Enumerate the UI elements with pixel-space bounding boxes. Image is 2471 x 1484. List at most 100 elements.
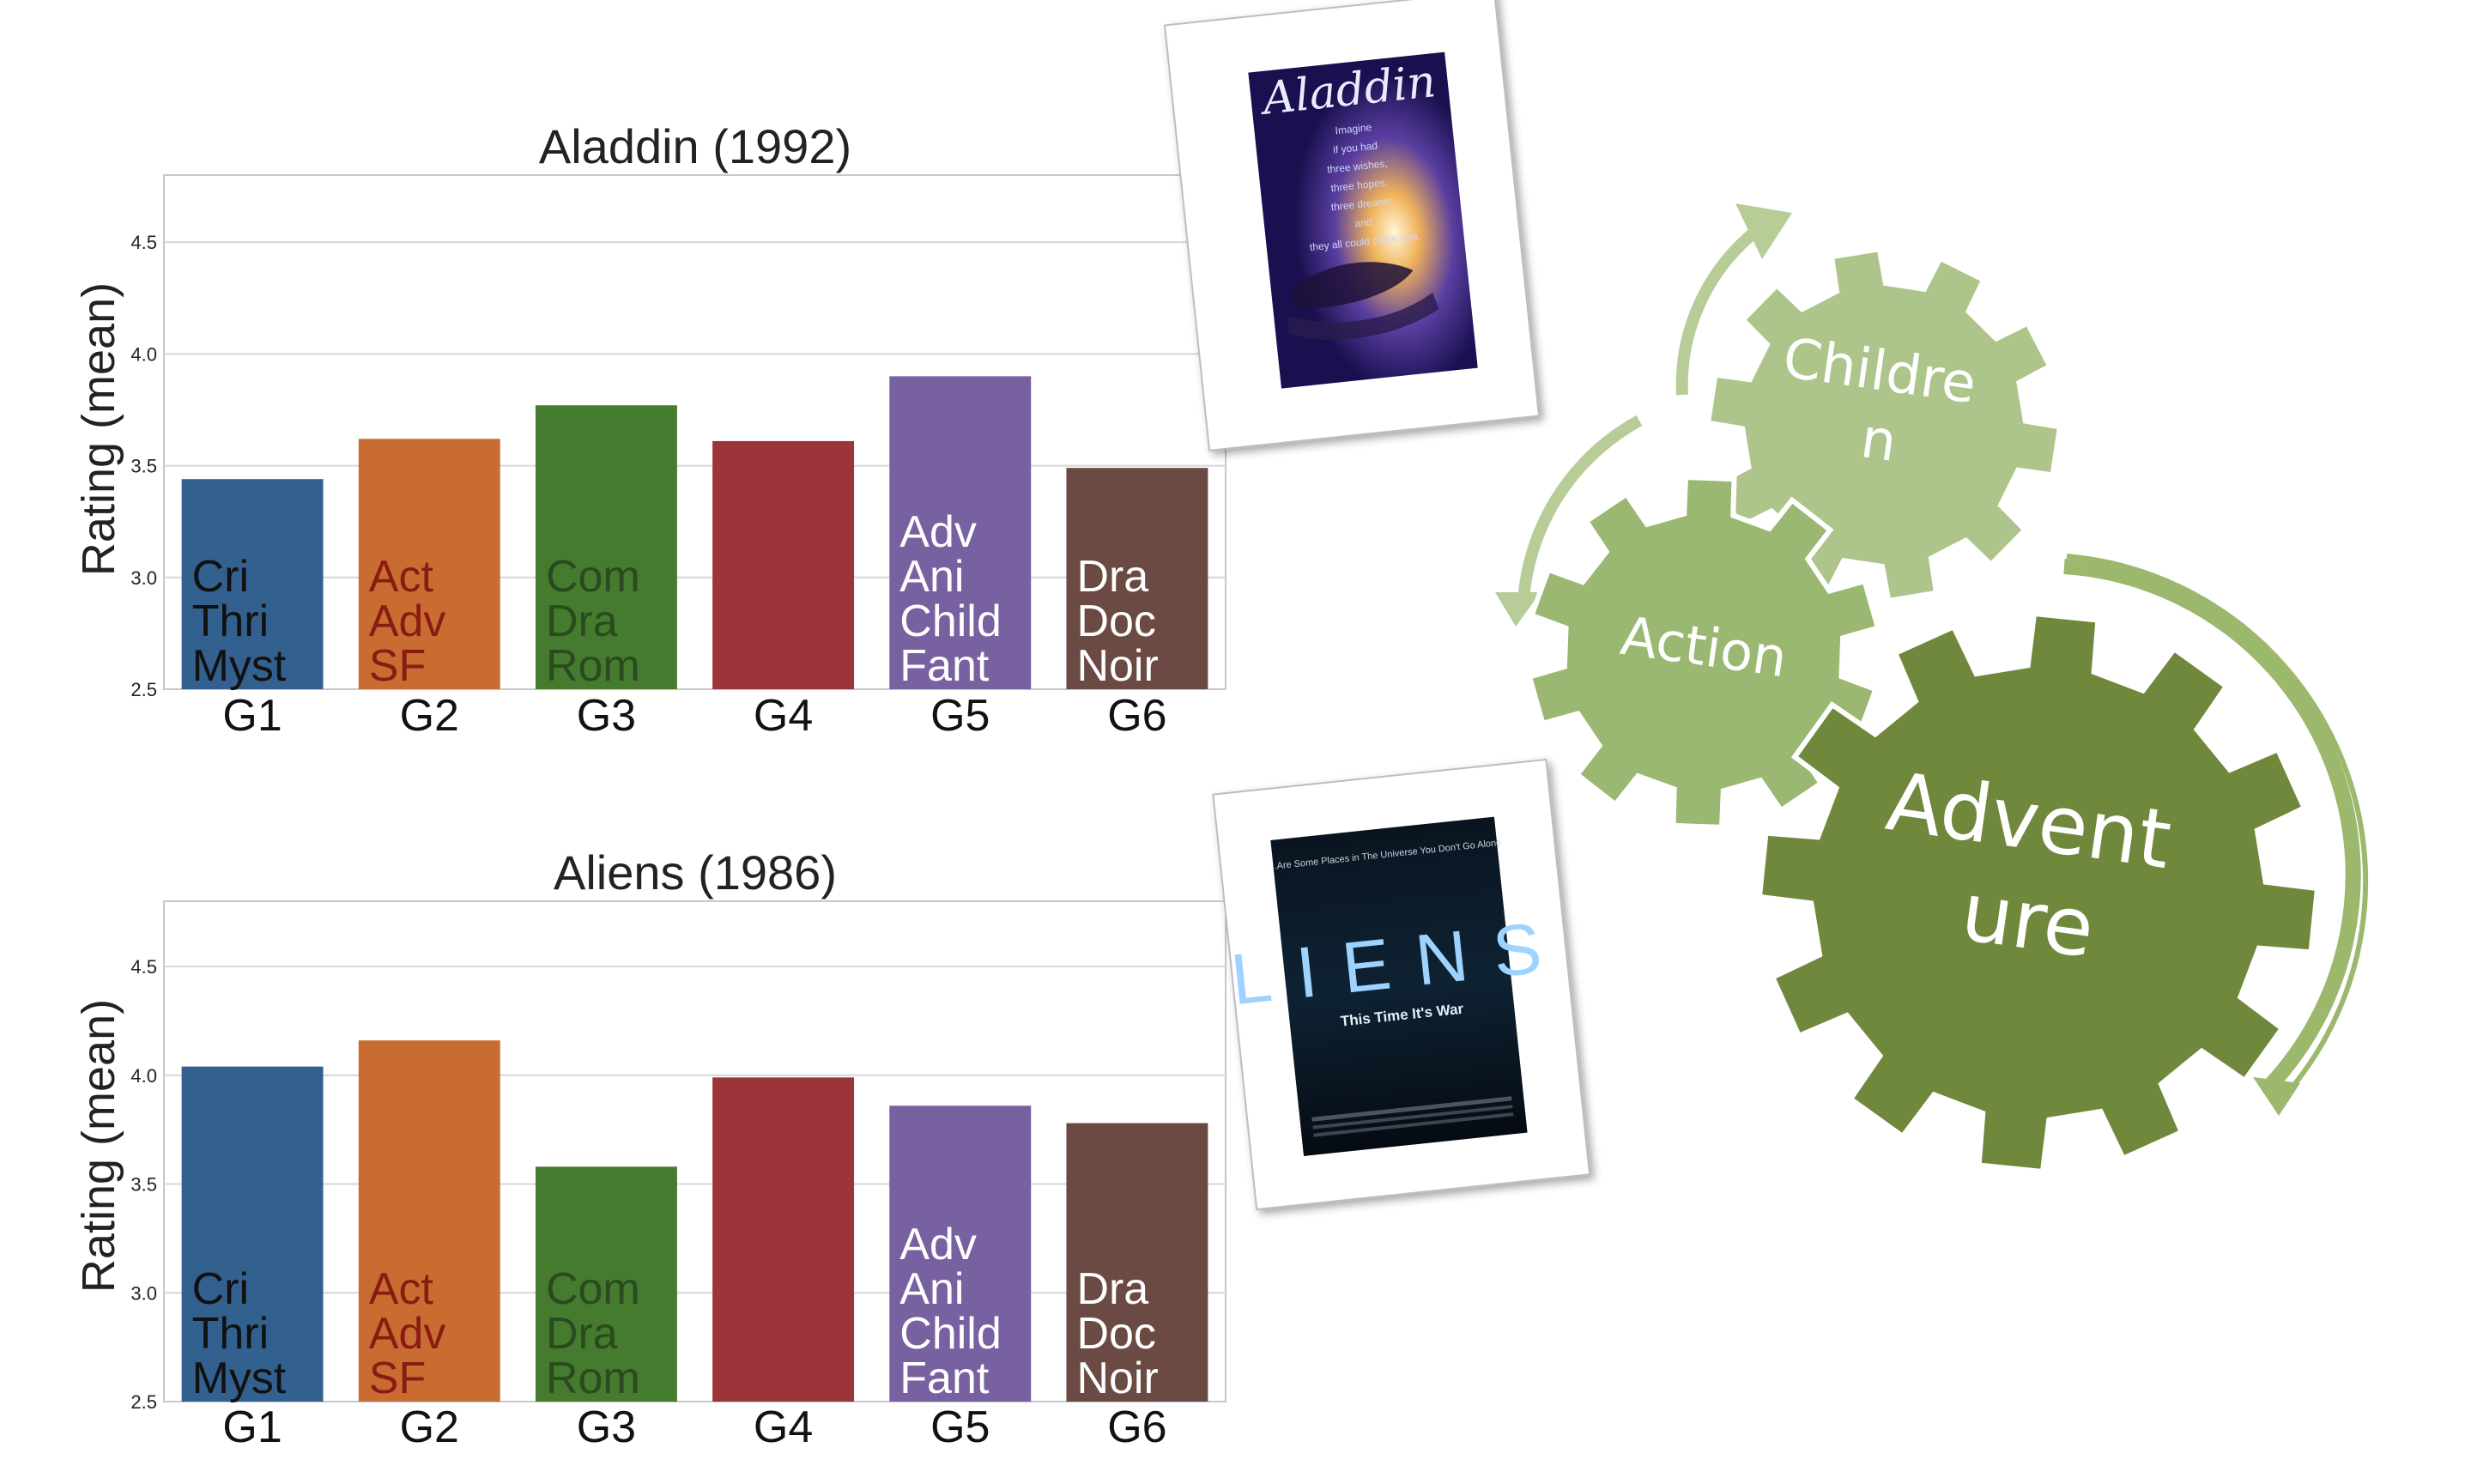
bar-genre-label: Adv (369, 1309, 446, 1359)
arrow-arc-icon (1517, 415, 1643, 602)
bar-G6 (1066, 1123, 1208, 1402)
bar-genre-label: Thri (192, 1309, 270, 1359)
aladdin-rating-chart: Aladdin (1992) Rating (mean) 2.5 3.0 3.5 4.… (73, 119, 1226, 741)
x-tick-labels: G1 G2 G3 G4 G5 G6 (222, 691, 1166, 741)
gear-adventure-icon (1756, 610, 2321, 1175)
bar-genre-label: Cri (192, 1264, 249, 1314)
bar-G5 (889, 376, 1032, 689)
bar-G2 (358, 1040, 500, 1402)
poster-tagline-line: three hopes, (1330, 176, 1389, 194)
bar-genre-label: Myst (192, 1354, 287, 1403)
bar-G3 (535, 405, 677, 689)
lamp-shape (1290, 262, 1414, 309)
bar-G4 (712, 440, 855, 689)
poster-image (1270, 816, 1528, 1156)
bar-genre-label: Noir (1076, 1354, 1158, 1403)
y-tick-label: 4.5 (130, 956, 157, 978)
gridlines (164, 966, 1226, 1294)
bar-G1 (181, 479, 324, 689)
y-tick-label: 2.5 (130, 679, 157, 700)
bar-genre-label: Adv (369, 597, 446, 646)
y-tick-labels: 2.5 3.0 3.5 4.0 4.5 (130, 232, 157, 700)
arrow-head-icon (1735, 203, 1792, 259)
y-tick-label: 3.0 (130, 1282, 157, 1304)
x-tick-label: G5 (930, 691, 990, 741)
x-tick-label: G3 (577, 1402, 636, 1452)
bar-genre-label: Adv (899, 507, 977, 557)
poster-credits-line (1312, 1105, 1513, 1130)
bar-genre-label: Doc (1076, 597, 1155, 646)
chart-title: Aliens (1986) (554, 845, 837, 899)
arrow-head-icon (1495, 592, 1541, 627)
y-tick-labels: 2.5 3.0 3.5 4.0 4.5 (130, 956, 157, 1413)
chart-title: Aladdin (1992) (539, 119, 851, 173)
bar-genre-label: Dra (546, 597, 618, 646)
bar-genre-label: Fant (899, 641, 990, 691)
poster-tagline-line: if you had (1333, 139, 1378, 155)
poster-tagline-line: and (1354, 216, 1372, 230)
bar-G1 (181, 1066, 324, 1402)
y-tick-label: 2.5 (130, 1391, 157, 1413)
bar-genre-label: Act (369, 1264, 434, 1314)
poster-tagline-line: Imagine (1335, 121, 1372, 136)
bar-G6 (1066, 468, 1208, 689)
y-tick-label: 3.5 (130, 1174, 157, 1196)
bar-genre-label: Child (899, 597, 1002, 646)
gear-shape (1756, 610, 2321, 1175)
aliens-poster: ...Are Some Places in The Universe You D… (1212, 758, 1591, 1211)
bar-genre-label: Act (369, 552, 434, 602)
bar-genre-label: Dra (546, 1309, 618, 1359)
aliens-rating-chart: Aliens (1986) Rating (mean) 2.5 3.0 3.5 4.0… (73, 845, 1226, 1452)
y-tick-label: 4.0 (130, 1065, 157, 1087)
bar-genre-label: Noir (1076, 641, 1158, 691)
arrow-head-icon (2253, 1077, 2300, 1116)
x-tick-label: G6 (1107, 691, 1166, 741)
arrow-arc-icon (1675, 227, 1759, 396)
y-tick-label: 3.0 (130, 567, 157, 589)
y-axis-label: Rating (mean) (73, 282, 124, 576)
x-tick-label: G4 (754, 691, 813, 741)
gear-label-children: Childre n (1770, 327, 1997, 488)
gear-action-icon (1526, 474, 1881, 831)
bar-G2 (358, 439, 500, 689)
y-tick-label: 4.0 (130, 343, 157, 365)
bars: CriThriMystActAdvSFComDraRomAdvAniChildF… (181, 1040, 1208, 1403)
x-tick-label: G1 (222, 691, 282, 741)
plot-frame (163, 900, 1226, 1402)
x-tick-label: G6 (1107, 1402, 1166, 1452)
poster-credits-line (1311, 1096, 1512, 1122)
bar-G4 (712, 1077, 855, 1402)
bar-genre-label: Myst (192, 641, 287, 691)
bar-genre-label: Thri (192, 597, 270, 646)
bar-G5 (889, 1105, 1032, 1402)
bar-genre-label: Com (546, 1264, 640, 1314)
bar-genre-label: Doc (1076, 1309, 1155, 1359)
bar-genre-label: Com (546, 552, 640, 602)
bar-genre-label: Dra (1076, 1264, 1148, 1314)
x-tick-labels: G1 G2 G3 G4 G5 G6 (222, 1402, 1166, 1452)
bar-genre-label: Child (899, 1309, 1002, 1359)
x-tick-label: G3 (577, 691, 636, 741)
y-tick-label: 3.5 (130, 456, 157, 477)
bar-genre-label: Adv (899, 1220, 977, 1269)
bar-genre-label: Rom (546, 1354, 640, 1403)
bar-genre-label: Cri (192, 552, 249, 602)
x-tick-label: G4 (754, 1402, 813, 1452)
bars: CriThriMystActAdvSFComDraRomAdvAniChildF… (181, 376, 1208, 691)
arrow-arc-icon (2066, 554, 2369, 1092)
x-tick-label: G1 (222, 1402, 282, 1452)
poster-credits-line (1313, 1112, 1514, 1137)
gear-shape (1526, 474, 1881, 831)
bar-genre-label: SF (369, 1354, 426, 1403)
bar-genre-label: Ani (899, 1264, 964, 1314)
bar-genre-label: Ani (899, 552, 964, 602)
hands-shape (1288, 292, 1439, 340)
x-tick-label: G2 (400, 1402, 459, 1452)
arrow-arc-icon (2063, 559, 2361, 1096)
bar-genre-label: Rom (546, 641, 640, 691)
y-axis-label: Rating (mean) (73, 999, 124, 1293)
x-tick-label: G5 (930, 1402, 990, 1452)
genre-gears-graphic: Childre n Action Advent ure (1495, 203, 2369, 1175)
